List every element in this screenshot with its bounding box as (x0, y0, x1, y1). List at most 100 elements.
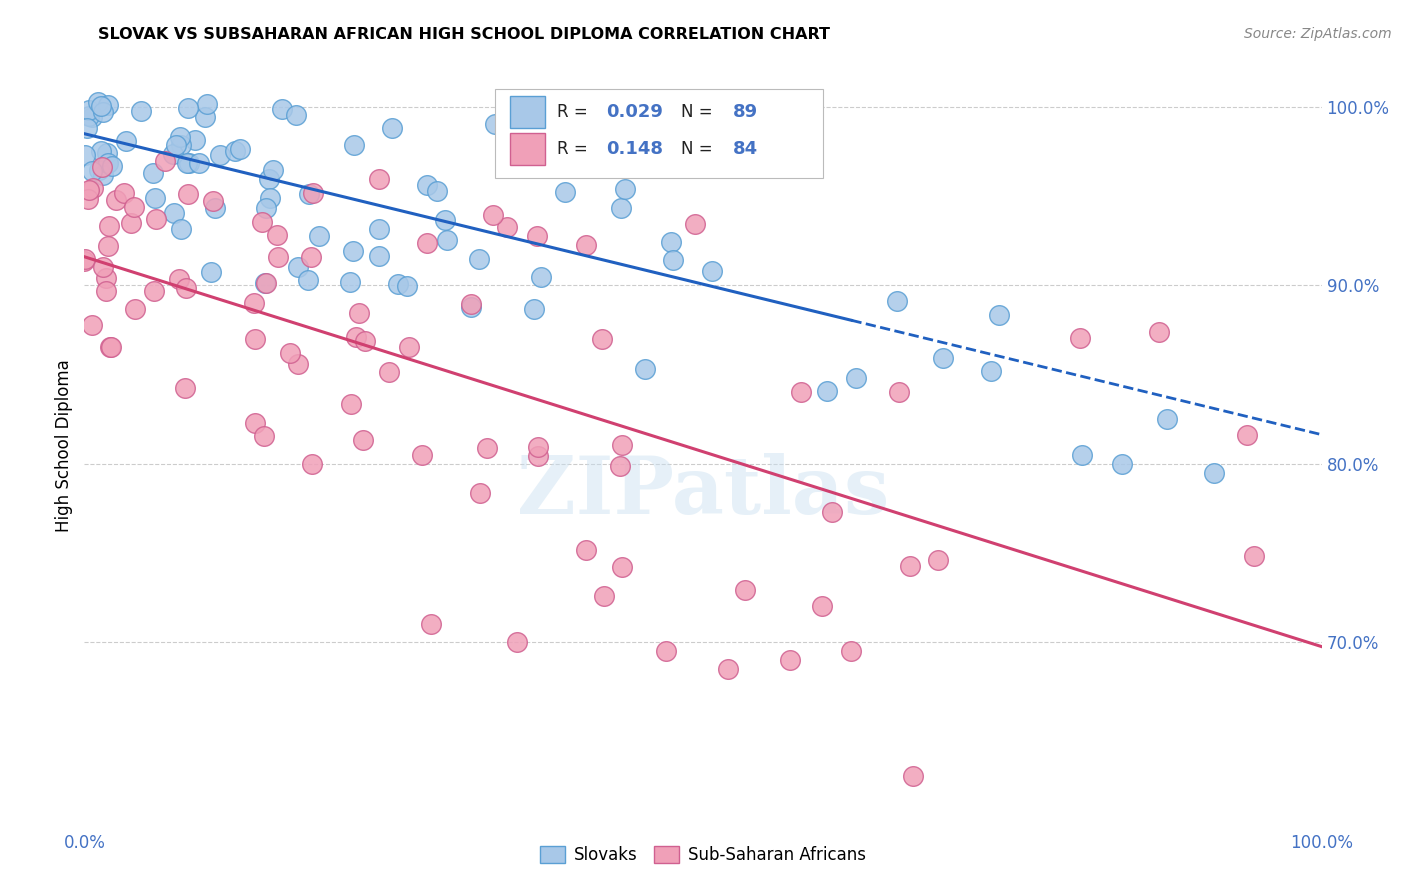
Point (73, 254, 96, 268)
Point (515, 160, 537, 174)
Point (197, 96, 219, 111)
Point (1071, 448, 1094, 462)
Point (378, 365, 401, 379)
Point (97, 239, 120, 253)
Point (779, 653, 801, 667)
FancyBboxPatch shape (510, 133, 544, 165)
Point (73, 147, 96, 161)
Point (91, 168, 114, 182)
Point (163, 206, 186, 220)
Point (122, 201, 145, 215)
Point (527, 449, 550, 463)
Text: Source: ZipAtlas.com: Source: ZipAtlas.com (1244, 27, 1392, 41)
Point (987, 308, 1010, 322)
Point (115, 134, 138, 148)
Point (82, 110, 104, 124)
Point (659, 152, 682, 166)
Point (1236, 428, 1258, 442)
Point (433, 213, 456, 227)
Point (96, 270, 118, 285)
Point (259, 191, 281, 205)
Point (89, 145, 111, 159)
Text: ZIPatlas: ZIPatlas (517, 453, 889, 531)
Point (593, 589, 616, 603)
Point (297, 273, 319, 287)
Point (302, 186, 325, 201)
Point (426, 184, 449, 198)
Point (468, 252, 491, 266)
Point (898, 558, 921, 573)
Point (170, 138, 193, 153)
Point (633, 361, 655, 376)
Point (267, 250, 290, 264)
Point (91, 160, 114, 174)
Point (202, 194, 225, 209)
Point (662, 253, 685, 268)
Point (354, 334, 377, 348)
Point (298, 187, 321, 202)
Point (254, 201, 277, 215)
Point (700, 264, 723, 278)
Point (610, 560, 633, 574)
Point (100, 160, 122, 174)
Point (613, 182, 636, 196)
Point (1202, 466, 1225, 480)
Point (716, 136, 738, 150)
Point (484, 117, 506, 131)
Text: 0.029: 0.029 (606, 103, 664, 121)
Point (254, 276, 277, 290)
Point (790, 384, 813, 399)
Point (80, 164, 103, 178)
Point (980, 364, 1002, 378)
Point (591, 332, 613, 346)
Point (419, 617, 441, 632)
Point (243, 296, 266, 310)
FancyBboxPatch shape (495, 89, 823, 178)
Point (142, 166, 165, 180)
Point (932, 351, 955, 366)
Point (1069, 331, 1091, 345)
Point (821, 506, 844, 520)
Point (145, 191, 167, 205)
Point (91, 260, 114, 275)
Point (169, 129, 191, 144)
Point (506, 635, 529, 649)
Point (1156, 412, 1178, 426)
Point (527, 440, 550, 454)
Text: R =: R = (557, 140, 593, 158)
Point (243, 416, 266, 430)
Point (352, 433, 374, 447)
FancyBboxPatch shape (510, 96, 544, 128)
Point (301, 457, 323, 471)
Point (284, 108, 307, 122)
Point (176, 156, 198, 170)
Point (523, 302, 546, 317)
Point (77, 109, 100, 123)
Point (143, 285, 166, 299)
Point (398, 340, 420, 354)
Point (165, 137, 187, 152)
Point (253, 428, 276, 442)
Point (79, 103, 101, 117)
Point (1111, 457, 1133, 471)
Point (815, 384, 838, 398)
Point (87, 162, 110, 177)
Point (734, 583, 756, 598)
Point (342, 244, 364, 259)
Point (131, 104, 153, 119)
Point (530, 269, 553, 284)
Point (287, 357, 309, 371)
Text: 0.148: 0.148 (606, 140, 664, 158)
Point (655, 644, 678, 658)
Point (344, 329, 367, 343)
Text: SLOVAK VS SUBSAHARAN AFRICAN HIGH SCHOOL DIPLOMA CORRELATION CHART: SLOVAK VS SUBSAHARAN AFRICAN HIGH SCHOOL… (98, 27, 831, 42)
Point (299, 250, 322, 264)
Point (124, 301, 146, 316)
Point (845, 370, 868, 384)
Point (886, 293, 908, 308)
Point (475, 441, 498, 455)
Point (1147, 326, 1170, 340)
Point (97, 155, 120, 169)
Point (77, 192, 100, 206)
Point (77, 183, 100, 197)
